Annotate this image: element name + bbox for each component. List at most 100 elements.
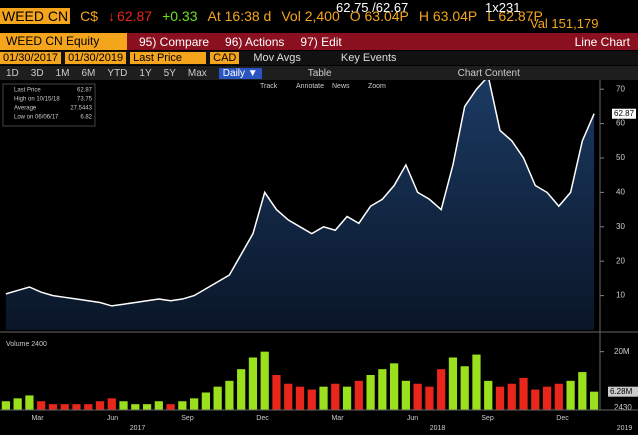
y-tick-label: 40 xyxy=(616,188,625,197)
currency: C$ xyxy=(80,8,99,24)
end-date[interactable]: 01/30/2019 xyxy=(65,52,127,64)
start-date[interactable]: 01/30/2017 xyxy=(0,52,62,64)
low: L 62.87P xyxy=(487,8,543,24)
volume-bar xyxy=(319,386,328,410)
legend-label: Last Price xyxy=(14,88,41,94)
y-tick-label: 70 xyxy=(616,84,625,93)
legend-value: 73.75 xyxy=(77,97,93,103)
volume-bar xyxy=(378,369,387,410)
volume-bar xyxy=(237,369,246,410)
last-label: 6.28M xyxy=(610,387,633,396)
period-bar: 1D 3D 1M 6M YTD 1Y 5Y Max Daily ▼ Table Chart Cont… xyxy=(0,66,638,80)
period[interactable]: 1M xyxy=(55,67,70,79)
volume-bar xyxy=(390,363,399,410)
currency[interactable]: CAD xyxy=(210,52,240,64)
period[interactable]: 1Y xyxy=(139,67,152,79)
legend-value: 62.87 xyxy=(77,88,93,94)
legend-label: Low on 06/06/17 xyxy=(14,115,59,121)
menu[interactable]: 95) Compare xyxy=(139,34,210,49)
period[interactable]: 5Y xyxy=(163,67,176,79)
volume-bar xyxy=(295,386,305,410)
volume-bar xyxy=(201,392,210,410)
area xyxy=(5,80,595,330)
volume-bar xyxy=(248,357,258,410)
volume-bar xyxy=(37,401,46,410)
tool: Track xyxy=(260,83,278,90)
x-tick-label: Dec xyxy=(256,415,269,422)
volume-bar xyxy=(84,404,93,410)
period[interactable]: 3D xyxy=(30,67,44,79)
change: +0.33 xyxy=(162,8,198,24)
period[interactable]: 1D xyxy=(6,67,19,79)
volume-bar xyxy=(495,386,505,410)
security[interactable]: WEED CN Equity xyxy=(0,33,127,50)
volume-bar xyxy=(1,401,11,410)
legend-label: High on 10/15/18 xyxy=(14,97,60,103)
volume-bar xyxy=(178,401,187,410)
mov-avgs[interactable]: Mov Avgs xyxy=(253,52,301,64)
volume-bar xyxy=(531,389,540,410)
period[interactable]: 6M xyxy=(81,67,96,79)
volume-bar xyxy=(578,372,587,410)
field[interactable]: Last Price xyxy=(130,52,207,64)
volume-bar xyxy=(507,383,516,410)
legend-label: Average xyxy=(14,106,37,112)
chart-content[interactable]: Chart Content xyxy=(457,67,520,79)
volume-bar xyxy=(401,380,410,410)
view: Line Chart xyxy=(574,34,630,49)
quote-header: WEED CN C$ ↓ 62.87 +0.33 At 16:38 d Vol … xyxy=(0,0,638,32)
volume-bar xyxy=(425,386,434,410)
legend-value: 6.82 xyxy=(80,115,92,121)
volume-bar xyxy=(119,401,128,410)
volume-bar xyxy=(13,398,22,410)
volume-bar xyxy=(213,386,222,410)
volume-bar xyxy=(72,404,81,410)
y-tick-label: 10 xyxy=(616,291,625,300)
y-tick-label: 50 xyxy=(616,153,625,162)
y-tick-label: 20M xyxy=(614,347,630,356)
volume-bar xyxy=(284,383,293,410)
volume-bar xyxy=(472,354,481,410)
volume-bar xyxy=(131,404,140,410)
volume-bar xyxy=(307,389,316,410)
legend-value: 27.5443 xyxy=(70,106,92,112)
x-tick-label: Mar xyxy=(31,415,44,422)
volume-bar xyxy=(519,377,528,410)
period[interactable]: Max xyxy=(187,67,207,79)
volume-bar xyxy=(25,395,34,410)
volume-bar xyxy=(437,369,446,410)
period[interactable]: YTD xyxy=(107,67,128,79)
volume-bar xyxy=(95,401,105,410)
frequency[interactable]: Daily ▼ xyxy=(218,67,262,79)
x-tick-label: Jun xyxy=(407,415,418,422)
volume-bar xyxy=(48,404,58,410)
y-tick-label: 60 xyxy=(616,119,625,128)
arrow: ↓ xyxy=(108,8,116,24)
table[interactable]: Table xyxy=(307,67,332,79)
volume-bar xyxy=(142,404,152,410)
price-line xyxy=(5,80,595,307)
menu[interactable]: 96) Actions xyxy=(225,34,285,49)
chart: Track Annotate News Zoom Last Price 62.87 High… xyxy=(0,80,638,432)
volume-bar xyxy=(413,383,422,410)
volume-bar xyxy=(190,398,199,410)
toolbar: WEED CN Equity 95) Compare 96) Actions 9… xyxy=(0,33,638,50)
size: 1x231 xyxy=(485,0,521,15)
volume-bar xyxy=(590,391,599,410)
high: H 63.04P xyxy=(418,8,478,24)
volume-bar xyxy=(154,401,163,410)
key-events[interactable]: Key Events xyxy=(340,52,397,64)
year-label: 2019 xyxy=(617,425,633,432)
menu[interactable]: 97) Edit xyxy=(300,34,342,49)
volume-bar xyxy=(60,404,69,410)
volume-bar xyxy=(484,380,493,410)
volume-bar xyxy=(448,357,458,410)
ticker: WEED CN xyxy=(0,8,71,24)
volume-bar xyxy=(260,351,269,410)
last-box xyxy=(608,386,638,397)
last: 62.87 xyxy=(117,8,153,24)
year-label: 2017 xyxy=(130,425,146,432)
value: Val 151,179 xyxy=(530,16,599,31)
volume-bar xyxy=(272,375,281,410)
